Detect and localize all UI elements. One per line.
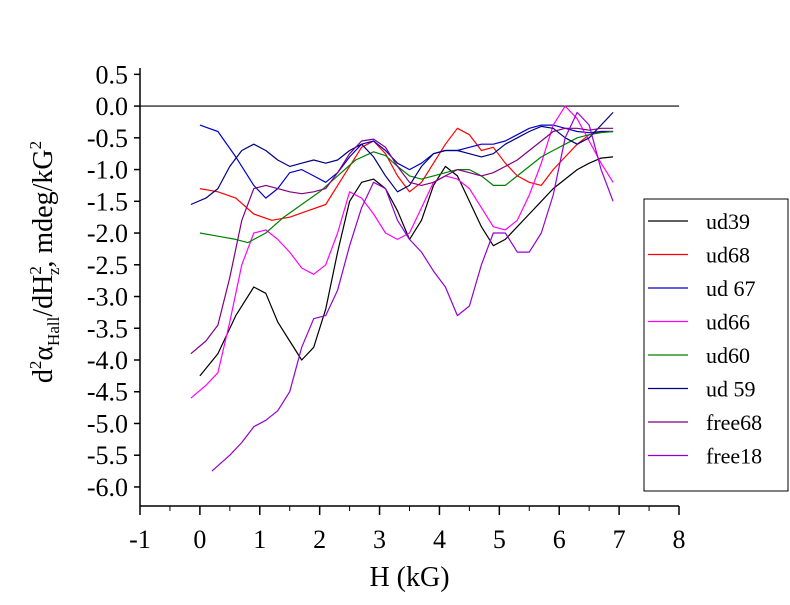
legend-label: free68 bbox=[706, 410, 762, 435]
y-tick-label: -5.0 bbox=[87, 409, 128, 438]
y-tick-label: -6.0 bbox=[87, 473, 128, 502]
y-axis-title-sup1: 2 bbox=[26, 361, 45, 370]
series-line-ud66 bbox=[190, 105, 614, 399]
y-axis-title-sup2: 2 bbox=[26, 266, 45, 275]
y-tick-label: -5.5 bbox=[87, 441, 128, 470]
y-tick-label: -0.5 bbox=[87, 124, 128, 153]
plot-area bbox=[140, 105, 679, 472]
x-ticks: -1 0 1 2 3 4 5 6 7 8 bbox=[129, 506, 686, 554]
series-line-ud60 bbox=[199, 130, 614, 244]
series-line-free18 bbox=[211, 111, 614, 472]
legend-label: ud68 bbox=[706, 243, 750, 268]
legend-label: ud 59 bbox=[706, 377, 756, 402]
series-line-ud-67 bbox=[199, 124, 614, 199]
y-axis-title-sub-hall: Hall bbox=[44, 316, 63, 346]
series-line-ud68 bbox=[199, 127, 614, 221]
legend: ud39 ud68 ud 67 ud66 ud60 ud 59 free68 free18 bbox=[643, 198, 789, 492]
x-tick-label: 2 bbox=[313, 525, 326, 554]
y-axis-title-alpha: α bbox=[28, 346, 59, 361]
x-tick-label: 1 bbox=[253, 525, 266, 554]
y-axis-title-sup3: 2 bbox=[26, 141, 45, 150]
x-tick-label: 3 bbox=[373, 525, 386, 554]
y-axis-title-unit: , mdeg/kG bbox=[28, 149, 59, 267]
y-tick-label: -1.5 bbox=[87, 187, 128, 216]
series-line-ud-59 bbox=[190, 111, 614, 206]
x-tick-label: -1 bbox=[129, 525, 151, 554]
y-tick-label: -3.0 bbox=[87, 283, 128, 312]
x-tick-label: 7 bbox=[613, 525, 626, 554]
x-tick-label: 0 bbox=[193, 525, 206, 554]
x-tick-label: 8 bbox=[673, 525, 686, 554]
y-tick-label: -4.0 bbox=[87, 346, 128, 375]
y-axis-title-d: d bbox=[28, 369, 59, 383]
legend-label: ud 67 bbox=[706, 276, 756, 301]
x-tick-label: 4 bbox=[433, 525, 446, 554]
y-ticks: 0.5 0.0 -0.5 -1.0-1.5 -2.0 -2.5 -3.0-3.5 -4.0 -4… bbox=[87, 60, 140, 502]
y-tick-label: -4.5 bbox=[87, 378, 128, 407]
axes: -1 0 1 2 3 4 5 6 7 8 0.5 0.0 -0.5 -1.0-1.5 -2.0 -2.5 -3… bbox=[87, 60, 686, 554]
legend-label: free18 bbox=[706, 444, 762, 469]
series-layer bbox=[190, 105, 614, 472]
y-tick-label: 0.0 bbox=[96, 92, 129, 121]
legend-label: ud66 bbox=[706, 310, 750, 335]
legend-box bbox=[643, 198, 789, 492]
y-axis-title-slash-dh: /dH bbox=[28, 275, 59, 317]
x-tick-label: 5 bbox=[493, 525, 506, 554]
y-tick-label: 0.5 bbox=[96, 60, 129, 89]
x-tick-label: 6 bbox=[553, 525, 566, 554]
legend-label: ud39 bbox=[706, 209, 750, 234]
y-tick-label: -1.0 bbox=[87, 156, 128, 185]
y-tick-label: -2.5 bbox=[87, 251, 128, 280]
y-axis-title: d2αHall/dH2z, mdeg/kG2 bbox=[26, 141, 63, 383]
y-tick-label: -2.0 bbox=[87, 219, 128, 248]
y-axis-title-sub-z: z bbox=[44, 267, 63, 275]
legend-label: ud60 bbox=[706, 343, 750, 368]
series-line-ud39 bbox=[199, 156, 614, 377]
y-tick-label: -3.5 bbox=[87, 314, 128, 343]
x-axis-title: H (kG) bbox=[369, 562, 449, 593]
series-line-free68 bbox=[190, 127, 614, 355]
